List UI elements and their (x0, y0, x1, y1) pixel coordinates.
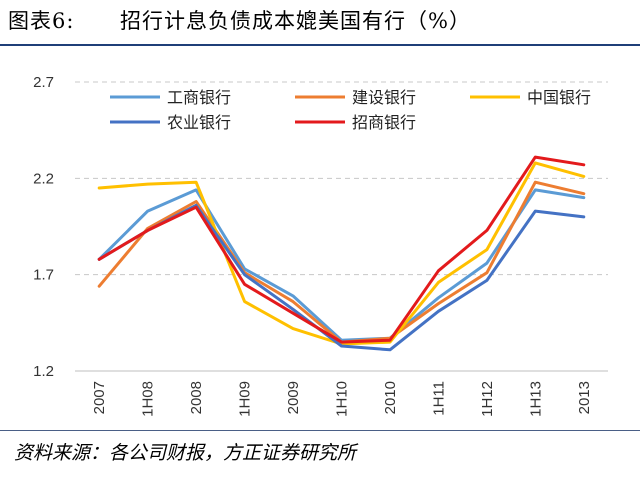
x-tick-label: 1H12 (479, 381, 496, 417)
legend-label: 中国银行 (527, 88, 591, 107)
legend-item: 农业银行 (110, 113, 231, 132)
grid-lines (75, 81, 608, 276)
x-tick-label: 2007 (91, 381, 108, 414)
y-axis-ticks: 1.2 1.7 2.2 2.7 (33, 74, 54, 380)
series-lines (97, 155, 586, 352)
y-tick-label: 2.2 (33, 170, 54, 187)
figure-title-text: 招行计息负债成本媲美国有行（%） (120, 9, 471, 33)
x-tick-label: 1H13 (527, 381, 544, 417)
x-tick-label: 1H11 (430, 381, 447, 416)
source-rule (0, 430, 640, 431)
figure-title: 图表6: 招行计息负债成本媲美国有行（%） (8, 2, 632, 40)
y-tick-label: 2.7 (33, 74, 54, 91)
legend-label: 招商银行 (352, 113, 416, 132)
x-tick-label: 2008 (188, 381, 205, 414)
legend-label: 建设银行 (352, 88, 416, 107)
legend-label: 工商银行 (167, 88, 231, 107)
x-tick-label: 2013 (576, 381, 593, 414)
x-tick-label: 1H09 (237, 381, 254, 417)
legend-item: 建设银行 (295, 88, 416, 107)
x-tick-label: 1H10 (334, 381, 351, 417)
legend-item: 招商银行 (295, 113, 416, 132)
x-tick-label: 2010 (382, 381, 399, 414)
y-tick-label: 1.7 (33, 267, 54, 284)
y-tick-label: 1.2 (33, 363, 54, 380)
x-axis-ticks: 2007 1H08 2008 1H09 2009 1H10 2010 1H11 1H12 1H13… (91, 381, 593, 417)
legend-label: 农业银行 (167, 113, 231, 132)
series-line (97, 161, 586, 346)
series-line (97, 188, 586, 342)
series-line (97, 155, 586, 344)
legend-item: 中国银行 (470, 88, 591, 107)
x-tick-label: 1H08 (140, 381, 157, 417)
x-tick-label: 2009 (285, 381, 302, 414)
title-rule (0, 44, 640, 46)
figure-number: 图表6: (8, 9, 75, 33)
source-note: 资料来源：各公司财报，方正证券研究所 (14, 442, 357, 464)
legend-item: 工商银行 (110, 88, 231, 107)
